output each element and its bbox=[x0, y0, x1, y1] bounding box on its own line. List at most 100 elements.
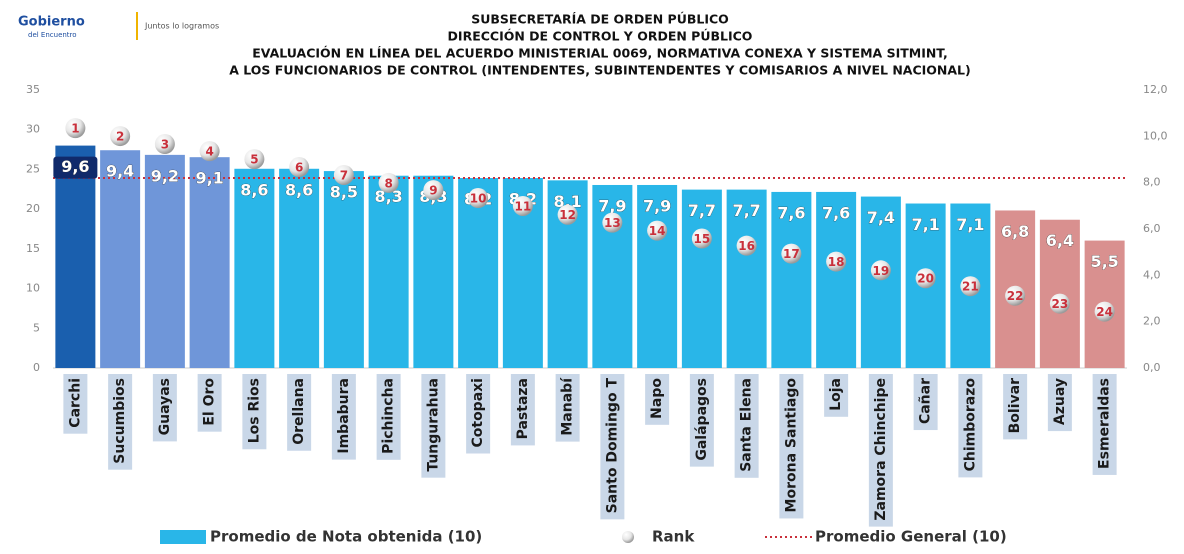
bar bbox=[681, 189, 722, 368]
rank-label: 7 bbox=[340, 168, 348, 182]
x-tick-box bbox=[331, 374, 356, 460]
rank-label: 1 bbox=[71, 122, 79, 136]
bar bbox=[279, 168, 320, 368]
legend-label: Promedio General (10) bbox=[815, 528, 1007, 546]
rank-marker bbox=[378, 172, 399, 193]
chart-title: DIRECCIÓN DE CONTROL Y ORDEN PÚBLICO bbox=[448, 29, 753, 44]
value-label: 7,9 bbox=[598, 196, 626, 215]
x-tick: Manabí bbox=[555, 374, 580, 442]
x-tick: Sucumbios bbox=[108, 374, 133, 470]
x-tick-box bbox=[421, 374, 446, 478]
rank-label: 21 bbox=[962, 280, 979, 294]
rank-label: 19 bbox=[873, 264, 890, 278]
x-tick-box bbox=[152, 374, 177, 442]
rank-label: 15 bbox=[694, 232, 711, 246]
rank-marker bbox=[602, 212, 623, 233]
rank-marker bbox=[333, 164, 354, 185]
x-tick-box bbox=[913, 374, 938, 431]
rank-label: 8 bbox=[384, 176, 392, 190]
value-label: 7,9 bbox=[643, 196, 671, 215]
x-tick-label: Los Rios bbox=[246, 378, 262, 443]
chart-title: SUBSECRETARÍA DE ORDEN PÚBLICO bbox=[471, 12, 729, 27]
rank-marker bbox=[691, 228, 712, 249]
rank-label: 24 bbox=[1096, 305, 1113, 319]
y2-tick-label: 8,0 bbox=[1143, 176, 1161, 189]
x-tick-label: Tungurahua bbox=[425, 378, 441, 472]
bar bbox=[323, 171, 364, 368]
rank-marker bbox=[781, 243, 802, 264]
x-tick: Cotopaxi bbox=[466, 374, 491, 454]
bar bbox=[55, 145, 96, 368]
bar bbox=[100, 150, 141, 368]
x-tick: Los Rios bbox=[242, 374, 267, 450]
bar bbox=[726, 189, 767, 368]
x-tick: Azuay bbox=[1047, 374, 1072, 432]
x-tick-box bbox=[555, 374, 580, 442]
rank-marker bbox=[65, 118, 86, 139]
x-tick-box bbox=[1003, 374, 1028, 440]
rank-marker bbox=[915, 268, 936, 289]
rank-marker bbox=[244, 149, 265, 170]
y-tick-label: 25 bbox=[26, 162, 40, 175]
value-label: 9,2 bbox=[151, 166, 179, 185]
y2-tick-label: 2,0 bbox=[1143, 315, 1161, 328]
rank-marker bbox=[199, 141, 220, 162]
rank-label: 14 bbox=[649, 224, 666, 238]
value-label: 8,6 bbox=[240, 180, 268, 199]
x-tick-label: Imbabura bbox=[336, 378, 352, 454]
y2-tick-label: 12,0 bbox=[1143, 83, 1168, 96]
logo-subtext: del Encuentro bbox=[28, 31, 77, 39]
x-tick: Loja bbox=[824, 374, 849, 417]
rank-label: 3 bbox=[161, 138, 169, 152]
value-label: 7,4 bbox=[867, 208, 895, 227]
x-tick: Carchi bbox=[63, 374, 88, 434]
chart-title: EVALUACIÓN EN LÍNEA DEL ACUERDO MINISTER… bbox=[252, 46, 948, 61]
x-tick-box bbox=[600, 374, 625, 520]
rank-marker bbox=[423, 180, 444, 201]
rank-marker bbox=[736, 235, 757, 256]
value-label: 7,1 bbox=[911, 215, 939, 234]
x-tick-label: Loja bbox=[828, 378, 844, 411]
value-label: 8,3 bbox=[374, 187, 402, 206]
x-tick-label: Bolivar bbox=[1007, 378, 1023, 433]
x-tick-box bbox=[242, 374, 267, 450]
x-tick: Napo bbox=[645, 374, 670, 425]
bar bbox=[144, 154, 185, 368]
rank-marker bbox=[1049, 293, 1070, 314]
x-tick: Bolivar bbox=[1003, 374, 1028, 440]
x-tick: El Oro bbox=[197, 374, 222, 432]
x-tick-box bbox=[689, 374, 714, 467]
rank-label: 9 bbox=[429, 184, 437, 198]
rank-marker bbox=[826, 251, 847, 272]
y-tick-label: 15 bbox=[26, 242, 40, 255]
x-tick-box bbox=[466, 374, 491, 454]
bar bbox=[816, 191, 857, 368]
value-label: 9,1 bbox=[195, 169, 223, 188]
legend-swatch bbox=[160, 530, 206, 544]
x-tick-label: Azuay bbox=[1052, 378, 1068, 425]
value-label: 9,4 bbox=[106, 162, 134, 181]
bar bbox=[860, 196, 901, 368]
bar bbox=[189, 157, 230, 368]
logo: Gobierno del Encuentro Juntos lo logramo… bbox=[18, 12, 219, 40]
rank-label: 23 bbox=[1052, 297, 1069, 311]
x-tick-label: Santo Domingo T bbox=[604, 378, 620, 514]
x-tick-label: Manabí bbox=[560, 377, 576, 436]
x-tick: Tungurahua bbox=[421, 374, 446, 478]
rank-label: 11 bbox=[515, 199, 532, 213]
y-tick-label: 0 bbox=[33, 361, 40, 374]
value-label: 5,5 bbox=[1090, 252, 1118, 271]
rank-marker bbox=[1005, 285, 1026, 306]
x-tick-box bbox=[645, 374, 670, 425]
x-tick-label: El Oro bbox=[202, 378, 218, 426]
rank-marker bbox=[468, 188, 489, 209]
value-label: 8,6 bbox=[285, 180, 313, 199]
x-tick: Santo Domingo T bbox=[600, 374, 625, 520]
rank-label: 20 bbox=[917, 272, 934, 286]
value-label: 6,8 bbox=[1001, 222, 1029, 241]
x-tick: Cañar bbox=[913, 374, 938, 431]
x-tick: Chimborazo bbox=[958, 374, 983, 478]
x-tick: Galápagos bbox=[689, 374, 714, 467]
rank-label: 4 bbox=[205, 145, 213, 159]
